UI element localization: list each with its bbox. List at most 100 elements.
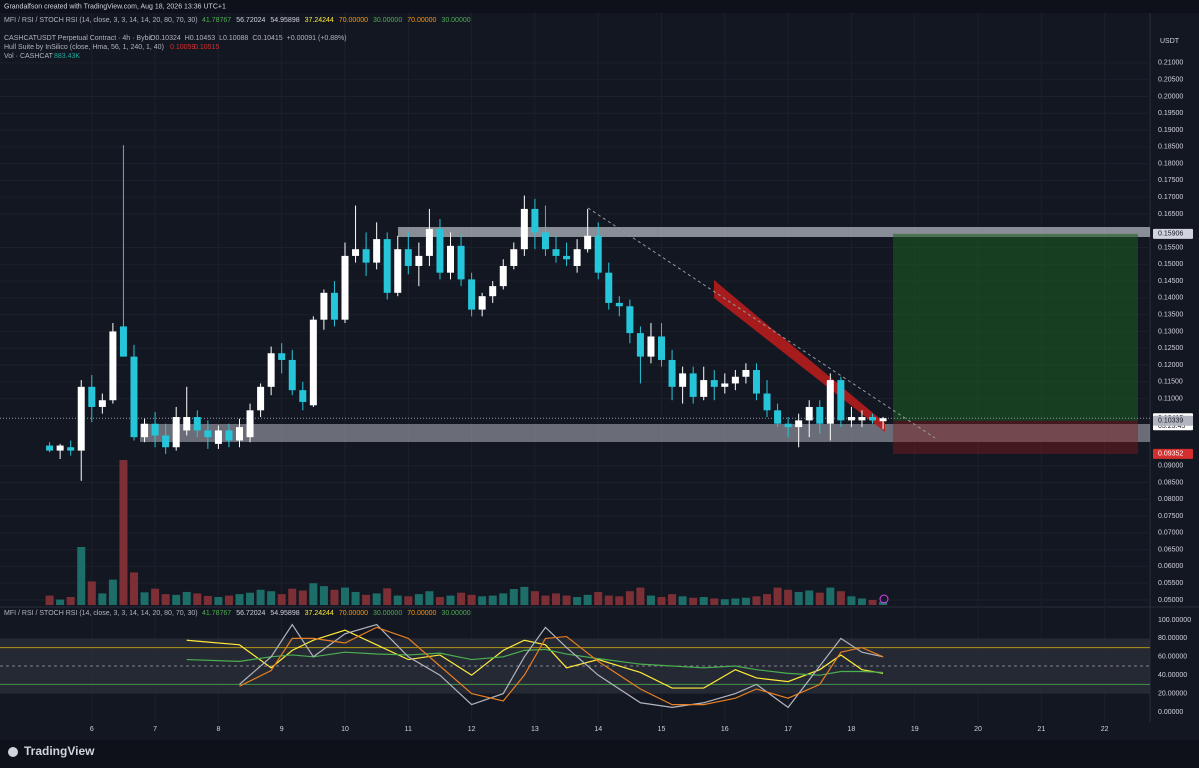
candle-body (605, 272, 613, 303)
candle-body (816, 406, 824, 424)
indicator-value: 54.95898 (270, 17, 299, 24)
x-tick-label: 14 (594, 726, 602, 733)
y-tick-label: 0.19000 (1158, 127, 1183, 134)
x-tick-label: 10 (341, 726, 349, 733)
resistance-zone (398, 227, 1150, 237)
candle-body (668, 359, 676, 387)
indicator-value: 37.24244 (305, 610, 334, 617)
volume-bar (351, 591, 360, 605)
currency: USDT (1160, 38, 1180, 45)
price-label-box (1153, 228, 1193, 239)
price-label-box (1153, 415, 1193, 426)
candle-body (573, 249, 581, 266)
y-tick-label: 0.00000 (1158, 709, 1183, 716)
indicator-value: 30.00000 (373, 17, 402, 24)
candle-body (847, 417, 855, 421)
candle-body (658, 336, 666, 360)
volume-bar (573, 597, 582, 605)
volume-bar (784, 589, 793, 605)
volume-bar (594, 591, 603, 605)
volume-bar (541, 595, 550, 605)
volume-bar (625, 591, 634, 605)
x-tick-label: 19 (911, 726, 919, 733)
candle-body (805, 406, 813, 421)
candle-body (520, 208, 528, 250)
volume-bar (404, 596, 413, 605)
candle-body (352, 249, 360, 256)
candle-body (415, 255, 423, 266)
y-tick-label: 0.06500 (1158, 546, 1183, 553)
volume-bar (604, 595, 613, 605)
bottom-bar (0, 740, 1199, 768)
volume-bar (668, 594, 677, 605)
indicator-value: 56.72024 (236, 610, 265, 617)
volume-bar (678, 596, 687, 605)
ohlc-value: L0.10088 (219, 35, 248, 42)
candle-body (478, 296, 486, 310)
candle-body (584, 235, 592, 250)
volume-bar (203, 595, 212, 605)
candle-body (531, 208, 539, 233)
volume-bar (98, 593, 107, 605)
y-tick-label: 0.11500 (1158, 379, 1183, 386)
y-tick-label: 0.07500 (1158, 513, 1183, 520)
candle-body (225, 430, 233, 441)
candle-body (447, 245, 455, 273)
price-label: 0.15906 (1158, 231, 1183, 238)
candle-body (278, 353, 286, 360)
candle-body (362, 249, 370, 263)
candle-body (320, 292, 328, 320)
candle-body (647, 336, 655, 357)
volume-bar (710, 598, 719, 605)
x-tick-label: 22 (1101, 726, 1109, 733)
ohlc-value: C0.10415 (252, 35, 282, 42)
volume-bar (805, 590, 814, 605)
candle-body (162, 435, 170, 448)
volume-bar (509, 589, 518, 605)
volume-bar (235, 594, 244, 605)
volume-bar (530, 591, 539, 605)
volume-bar (151, 588, 160, 605)
volume-bar (119, 460, 128, 605)
volume-bar (45, 595, 54, 605)
volume-bar (341, 587, 349, 605)
candle-body (130, 356, 138, 438)
candle-body (183, 417, 191, 431)
candle-body (257, 386, 265, 411)
candle-body (56, 445, 64, 451)
indicator-value: 41.78767 (202, 610, 231, 617)
volume-bar (161, 594, 170, 605)
price-label: 0.10339 (1158, 418, 1183, 425)
candle-body (636, 333, 644, 357)
candle-body (204, 430, 212, 438)
volume-name: Vol · CASHCAT (4, 53, 54, 60)
y-tick-label: 0.15000 (1158, 261, 1183, 268)
x-tick-label: 18 (848, 726, 856, 733)
indicator-value: 41.78767 (202, 17, 231, 24)
volume-bar (193, 593, 202, 605)
indicator-title: MFI / RSI / STOCH RSI (14, close, 3, 3, … (4, 17, 198, 24)
volume-bar (467, 594, 476, 605)
candle-body (436, 229, 444, 273)
candle-body (689, 373, 697, 397)
volume-bar (836, 591, 845, 605)
y-tick-label: 0.15500 (1158, 244, 1183, 251)
candle-body (679, 373, 687, 387)
ohlc-value: +0.00091 (+0.88%) (287, 35, 347, 42)
candle-body (510, 249, 518, 266)
candle-body (151, 423, 159, 436)
volume-bar (763, 594, 772, 605)
candle-body (330, 292, 338, 320)
candle-body (499, 265, 507, 287)
volume-bar (277, 594, 286, 605)
volume-bar (87, 581, 96, 605)
y-tick-label: 80.00000 (1158, 635, 1187, 642)
hull-name: Hull Suite by InSilico (close, Hma, 56, … (4, 44, 164, 51)
volume-bar (699, 597, 708, 605)
y-tick-label: 0.19500 (1158, 110, 1183, 117)
candle-body (457, 245, 465, 280)
candle-body (468, 279, 476, 310)
support-zone (140, 424, 1150, 442)
volume-bar (868, 599, 877, 605)
